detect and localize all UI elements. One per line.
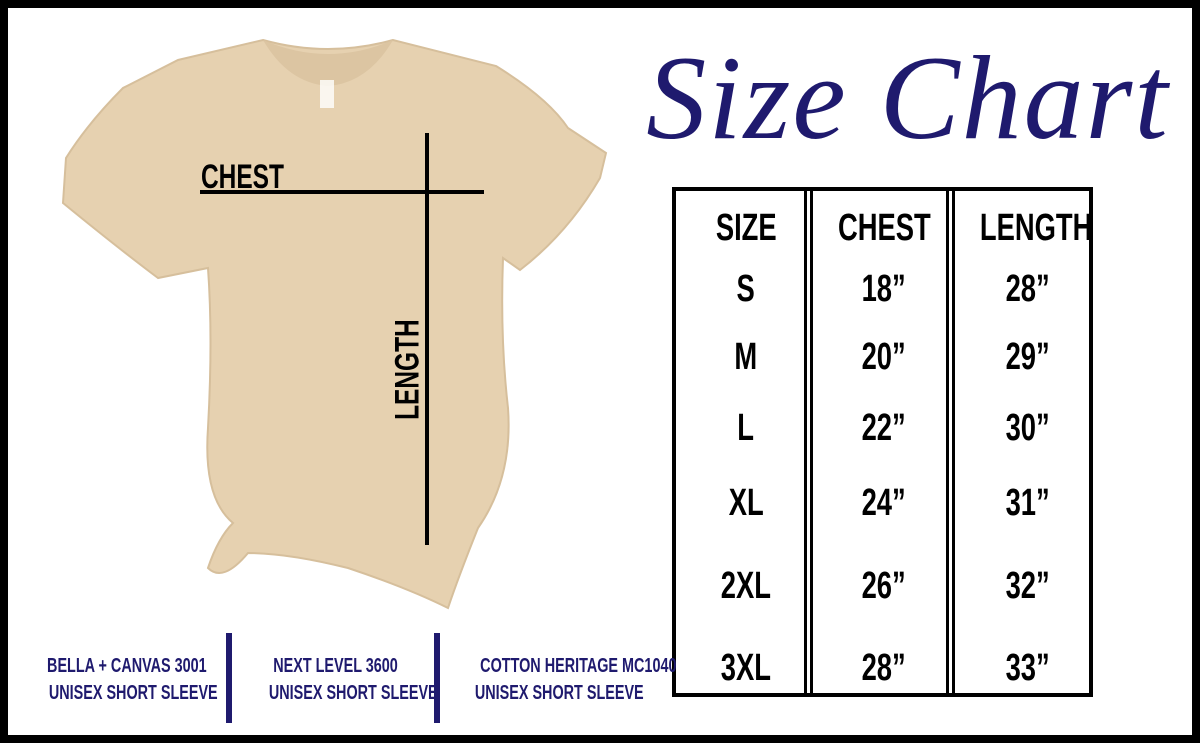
cell-length: 33”: [1005, 647, 1051, 689]
cell-chest: 28”: [861, 647, 907, 689]
cell-chest: 24”: [861, 482, 907, 524]
length-label: LENGTH: [388, 319, 427, 420]
cell-size: 3XL: [720, 647, 772, 689]
column-divider: [946, 191, 955, 693]
brand-divider: [226, 633, 232, 723]
cell-length: 28”: [1005, 268, 1051, 310]
chest-label: CHEST: [201, 158, 284, 196]
cell-length: 29”: [1005, 336, 1051, 378]
header-chest: CHEST: [837, 207, 931, 249]
cell-chest: 26”: [861, 565, 907, 607]
cell-size: 2XL: [720, 565, 772, 607]
header-length: LENGTH: [979, 207, 1093, 249]
cell-chest: 18”: [861, 268, 907, 310]
brand-divider: [434, 633, 440, 723]
cell-chest: 20”: [861, 336, 907, 378]
cell-length: 30”: [1005, 407, 1051, 449]
cell-size: L: [737, 407, 755, 449]
cell-size: XL: [728, 482, 764, 524]
column-divider: [804, 191, 813, 693]
cell-size: S: [736, 268, 756, 310]
brand-bella-canvas: BELLA + CANVAS 3001 UNISEX SHORT SLEEVE: [47, 655, 218, 704]
cell-length: 31”: [1005, 482, 1051, 524]
size-table: SIZE CHEST LENGTH S 18” 28” M 20” 29” L 22” 30” XL 24…: [672, 187, 1093, 697]
brand-next-level: NEXT LEVEL 3600 UNISEX SHORT SLEEVE: [268, 655, 438, 704]
page-title: Size Chart: [646, 31, 1170, 164]
cell-length: 32”: [1005, 565, 1051, 607]
brand-cotton-heritage: COTTON HERITAGE MC1040 UNISEX SHORT SLEE…: [474, 655, 677, 704]
size-chart-image: CHEST LENGTH Size Chart SIZE CHEST LENGTH S…: [8, 8, 1192, 735]
tshirt-illustration: [61, 38, 608, 610]
cell-chest: 22”: [861, 407, 907, 449]
length-measure-line: [425, 133, 429, 545]
header-size: SIZE: [715, 207, 777, 249]
cell-size: M: [734, 336, 758, 378]
chest-measure-line: [200, 190, 484, 194]
